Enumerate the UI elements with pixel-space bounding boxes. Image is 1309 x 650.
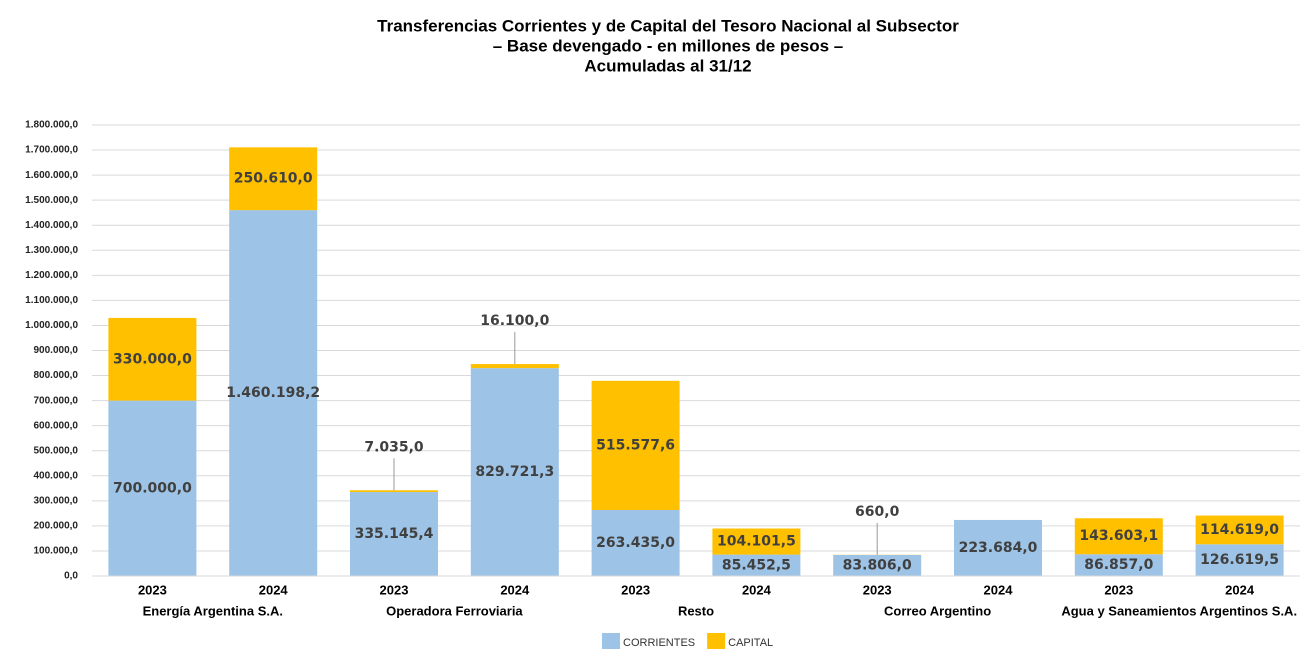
x-tick-label: 2023 (621, 582, 650, 597)
y-tick-label: 1.200.000,0 (25, 270, 78, 281)
bar-segment (833, 555, 922, 576)
data-label: 114.619,0 (1200, 522, 1279, 538)
y-tick-label: 700.000,0 (34, 395, 79, 406)
y-tick-label: 1.000.000,0 (25, 320, 78, 331)
bar-segment (229, 147, 318, 211)
data-label: 263.435,0 (596, 535, 675, 551)
chart-subtitle: – Base devengado - en millones de pesos … (493, 36, 844, 55)
bar-segment (470, 368, 559, 576)
data-label: 223.684,0 (959, 540, 1038, 556)
group-label: Energía Argentina S.A. (143, 603, 283, 618)
y-tick-label: 1.600.000,0 (25, 170, 78, 181)
bar-segment (591, 380, 680, 510)
data-label: 250.610,0 (234, 171, 313, 187)
data-label: 335.145,4 (355, 526, 434, 542)
bar-segment (1195, 515, 1284, 545)
y-tick-label: 900.000,0 (34, 345, 79, 356)
bar-segment (1195, 544, 1284, 576)
x-tick-label: 2024 (984, 582, 1014, 597)
legend-swatch (602, 633, 620, 649)
x-tick-label: 2023 (863, 582, 892, 597)
group-label: Correo Argentino (884, 603, 991, 618)
y-tick-label: 100.000,0 (34, 546, 79, 557)
data-label: 83.806,0 (843, 558, 912, 574)
bar-segment (712, 554, 801, 576)
y-tick-label: 1.300.000,0 (25, 245, 78, 256)
data-label: 104.101,5 (717, 534, 796, 550)
y-tick-label: 500.000,0 (34, 445, 79, 456)
group-label: Operadora Ferroviaria (386, 603, 523, 618)
data-label: 143.603,1 (1079, 528, 1158, 544)
bar-segment (712, 528, 801, 555)
y-tick-label: 0,0 (64, 571, 78, 582)
bar-segment (1074, 554, 1163, 576)
data-label: 16.100,0 (480, 313, 549, 329)
y-tick-label: 1.800.000,0 (25, 120, 78, 131)
y-tick-label: 200.000,0 (34, 521, 79, 532)
bar-segment (954, 519, 1042, 576)
y-tick-label: 1.500.000,0 (25, 195, 78, 206)
data-label: 660,0 (855, 504, 900, 520)
data-label: 700.000,0 (113, 480, 192, 496)
y-tick-label: 1.400.000,0 (25, 220, 78, 231)
legend-swatch (707, 633, 726, 649)
x-tick-label: 2024 (1225, 582, 1255, 597)
data-label: 1.460.198,2 (226, 385, 320, 401)
data-label: 85.452,5 (722, 557, 791, 573)
legend-label: CORRIENTES (623, 637, 695, 649)
x-tick-label: 2024 (742, 582, 772, 597)
bar-segment (470, 364, 559, 369)
x-tick-label: 2023 (1104, 582, 1133, 597)
bar-segment (108, 400, 197, 576)
chart-title: Transferencias Corrientes y de Capital d… (377, 16, 959, 35)
y-tick-label: 400.000,0 (34, 470, 79, 481)
y-tick-label: 1.700.000,0 (25, 145, 78, 156)
bar-segment (229, 210, 318, 576)
data-label: 126.619,5 (1200, 552, 1279, 568)
bar-segment (108, 317, 197, 401)
group-label: Agua y Saneamientos Argentinos S.A. (1061, 603, 1297, 618)
y-tick-label: 800.000,0 (34, 370, 79, 381)
x-tick-label: 2024 (500, 582, 530, 597)
data-label: 86.857,0 (1084, 557, 1153, 573)
x-tick-label: 2023 (138, 582, 167, 597)
y-tick-label: 1.100.000,0 (25, 295, 78, 306)
data-label: 330.000,0 (113, 351, 192, 367)
x-tick-label: 2023 (380, 582, 409, 597)
x-tick-label: 2024 (259, 582, 289, 597)
bar-segment (350, 492, 438, 576)
bar-segment (350, 490, 438, 493)
bar-segment (1074, 518, 1163, 555)
chart-subtitle: Acumuladas al 31/12 (584, 56, 751, 75)
group-label: Resto (678, 603, 714, 618)
y-tick-label: 300.000,0 (34, 495, 79, 506)
data-label: 515.577,6 (596, 437, 675, 453)
y-tick-label: 600.000,0 (34, 420, 79, 431)
legend-label: CAPITAL (728, 637, 773, 649)
data-label: 7.035,0 (364, 439, 424, 455)
data-label: 829.721,3 (475, 464, 554, 480)
bar-segment (591, 509, 680, 576)
